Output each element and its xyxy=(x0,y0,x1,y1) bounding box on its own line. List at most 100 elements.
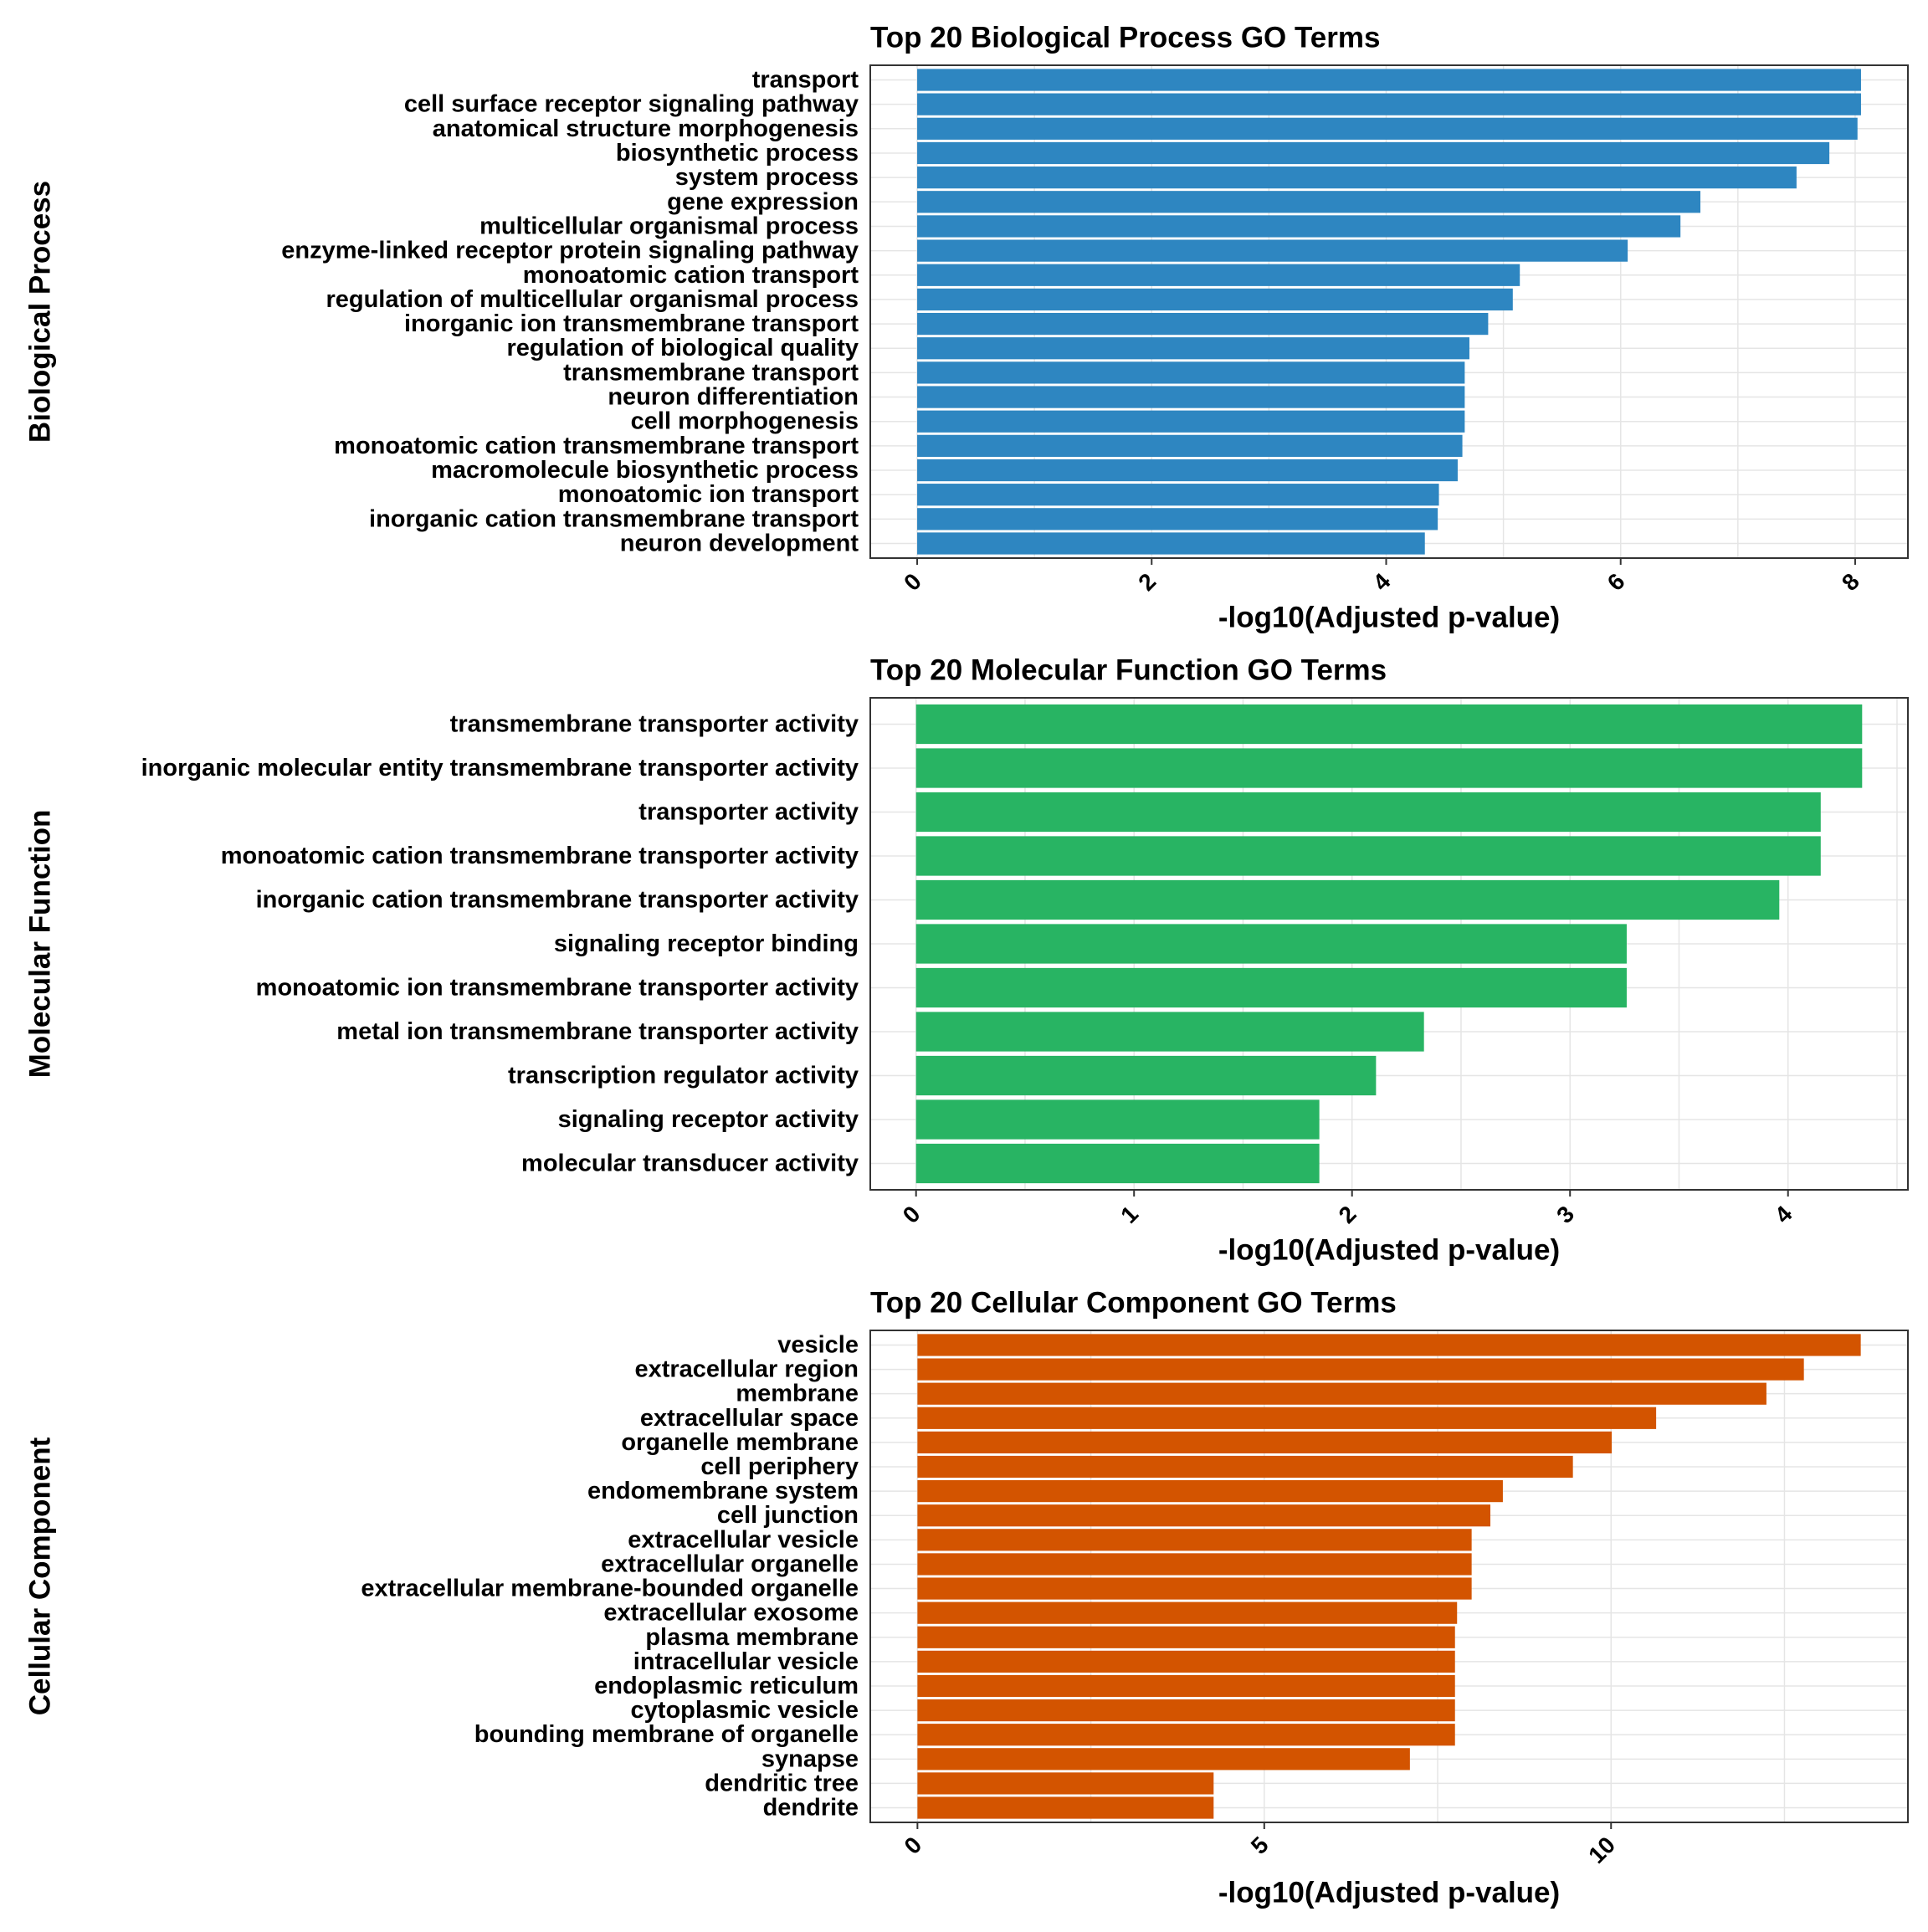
panel-border xyxy=(869,1330,1909,1823)
chart-panel-2: transmembrane transporter activity inorga… xyxy=(24,654,1909,1267)
category-label: signaling receptor activity xyxy=(558,1106,859,1133)
y-axis-label: Cellular Component xyxy=(24,1437,57,1715)
bar xyxy=(917,361,1465,384)
x-tick-label: 8 xyxy=(1837,568,1864,596)
bar xyxy=(917,215,1681,238)
bar xyxy=(917,434,1463,457)
bar xyxy=(915,1099,1320,1140)
category-label: transport xyxy=(752,66,859,93)
bar xyxy=(917,117,1858,140)
bar xyxy=(917,1626,1455,1648)
category-label: extracellular membrane-bounded organelle xyxy=(361,1576,859,1602)
category-label: monoatomic ion transport xyxy=(558,481,859,508)
x-tick-label: 4 xyxy=(1368,568,1396,596)
x-tick-label: 2 xyxy=(1133,568,1161,596)
category-label: cell morphogenesis xyxy=(631,408,859,435)
panel-border xyxy=(869,697,1909,1191)
category-label: monoatomic cation transmembrane transpor… xyxy=(221,843,859,869)
category-label: transcription regulator activity xyxy=(508,1063,859,1089)
category-label: endoplasmic reticulum xyxy=(594,1673,859,1699)
x-axis-label: -log10(Adjusted p-value) xyxy=(1218,1234,1560,1267)
bar xyxy=(917,1674,1455,1698)
bar xyxy=(917,312,1489,336)
bar xyxy=(915,704,1863,745)
bar xyxy=(917,1504,1491,1527)
bar xyxy=(917,1529,1472,1551)
bar xyxy=(917,1699,1455,1722)
bar xyxy=(917,337,1469,360)
category-label: regulation of multicellular organismal p… xyxy=(326,286,859,313)
bar xyxy=(917,484,1439,506)
bar xyxy=(917,1553,1472,1576)
category-label: extracellular organelle xyxy=(601,1550,859,1577)
category-label: system process xyxy=(675,164,859,191)
bar xyxy=(917,508,1438,530)
category-label: inorganic cation transmembrane transport xyxy=(369,505,859,532)
x-tick-label: 0 xyxy=(899,1832,926,1859)
bar xyxy=(917,532,1425,555)
category-label: monoatomic cation transmembrane transpor… xyxy=(334,433,859,459)
category-label: dendritic tree xyxy=(705,1770,859,1796)
category-label: biosynthetic process xyxy=(616,140,859,167)
category-label: inorganic molecular entity transmembrane… xyxy=(141,755,859,782)
bar xyxy=(917,1650,1455,1673)
category-label: cell junction xyxy=(717,1502,859,1529)
category-label: neuron development xyxy=(620,530,859,557)
y-axis-label: Molecular Function xyxy=(24,810,57,1079)
bar xyxy=(915,792,1821,833)
bar xyxy=(917,93,1861,115)
bar xyxy=(917,239,1628,262)
category-label: dendrite xyxy=(763,1795,859,1822)
category-label: regulation of biological quality xyxy=(506,335,859,361)
bar xyxy=(915,748,1863,788)
category-label: transporter activity xyxy=(638,799,859,826)
bar xyxy=(915,1012,1424,1052)
bar xyxy=(917,69,1861,91)
bar xyxy=(917,1407,1657,1429)
x-tick-label: 1 xyxy=(1115,1201,1143,1228)
x-axis-label: -log10(Adjusted p-value) xyxy=(1218,1877,1560,1909)
x-tick-label: 0 xyxy=(899,568,926,596)
category-label: monoatomic cation transport xyxy=(523,262,859,289)
category-label: molecular transducer activity xyxy=(521,1150,859,1177)
bar xyxy=(917,1796,1214,1819)
category-label: cytoplasmic vesicle xyxy=(631,1697,859,1724)
bar xyxy=(917,1577,1472,1600)
bar xyxy=(917,1724,1455,1746)
category-label: extracellular exosome xyxy=(603,1600,859,1627)
bar xyxy=(915,836,1821,876)
bar xyxy=(917,1431,1613,1453)
category-label: cell periphery xyxy=(700,1453,859,1480)
category-label: inorganic cation transmembrane transport… xyxy=(256,887,859,914)
chart-title: Top 20 Biological Process GO Terms xyxy=(870,22,1380,54)
category-label: transmembrane transporter activity xyxy=(450,711,859,738)
category-label: membrane xyxy=(736,1381,859,1407)
bar xyxy=(915,967,1627,1008)
y-axis-label: Biological Process xyxy=(24,181,57,443)
bar xyxy=(917,1334,1861,1356)
bar xyxy=(917,288,1513,311)
category-label: macromolecule biosynthetic process xyxy=(431,457,859,484)
x-tick-label: 6 xyxy=(1602,568,1630,596)
category-label: transmembrane transport xyxy=(563,359,859,386)
category-label: monoatomic ion transmembrane transporter… xyxy=(256,975,859,1002)
bar xyxy=(917,167,1797,189)
bar xyxy=(915,1143,1320,1184)
bar xyxy=(917,386,1465,408)
category-label: metal ion transmembrane transporter acti… xyxy=(336,1018,859,1045)
bar xyxy=(915,879,1780,920)
bar xyxy=(917,1480,1503,1503)
category-label: enzyme-linked receptor protein signaling… xyxy=(281,238,859,264)
x-tick-label: 0 xyxy=(898,1201,926,1228)
category-label: neuron differentiation xyxy=(608,384,859,411)
x-tick-label: 4 xyxy=(1770,1201,1797,1228)
bar xyxy=(917,1358,1804,1381)
x-axis-label: -log10(Adjusted p-value) xyxy=(1218,602,1560,634)
bar xyxy=(915,924,1627,964)
bar xyxy=(917,141,1830,165)
bar xyxy=(917,264,1520,286)
category-label: intracellular vesicle xyxy=(633,1648,859,1675)
